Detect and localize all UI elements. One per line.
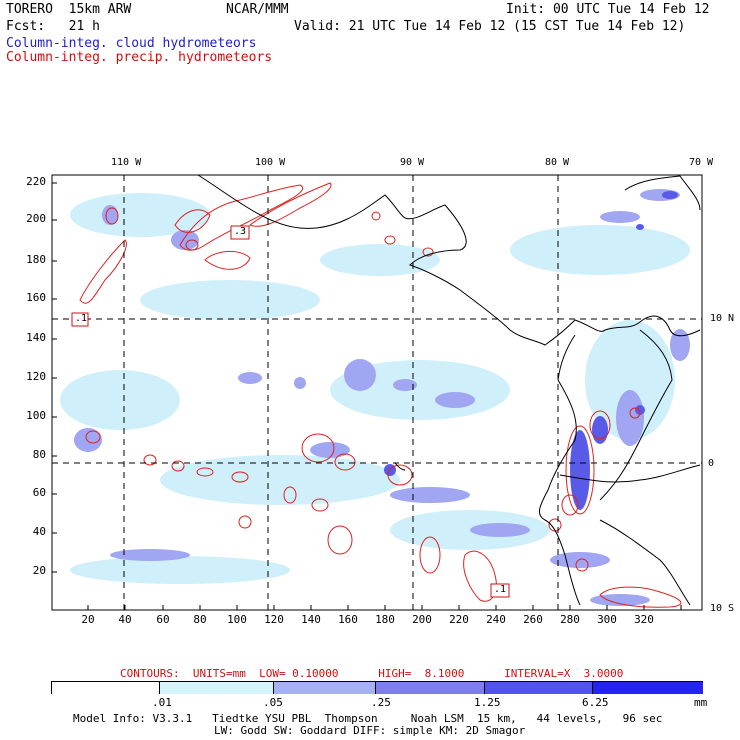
lon-label: 100 W — [255, 157, 286, 168]
y-tick: 20 — [32, 564, 46, 577]
x-tick: 60 — [156, 613, 170, 626]
colorbar — [51, 681, 703, 694]
colorbar-units: mm — [694, 696, 708, 709]
org-label: NCAR/MMM — [226, 2, 289, 17]
y-tick: 120 — [26, 370, 46, 383]
x-tick: 260 — [523, 613, 543, 626]
colorbar-cell — [160, 682, 274, 694]
lat-label: 0 — [708, 458, 715, 469]
colorbar-cell — [376, 682, 485, 694]
colorbar-tick: 6.25 — [582, 696, 609, 709]
model-title: TORERO 15km ARW — [6, 2, 132, 17]
colorbar-tick: .25 — [371, 696, 391, 709]
map-frame — [51, 174, 703, 611]
lat-label: 10 N — [710, 313, 735, 324]
cloud-fill-dark — [384, 191, 678, 510]
init-time: Init: 00 UTC Tue 14 Feb 12 — [506, 2, 710, 17]
lat-label: 10 S — [710, 603, 735, 614]
y-tick: 160 — [26, 291, 46, 304]
contour-label-box — [230, 225, 250, 240]
y-tick: 200 — [26, 212, 46, 225]
y-tick: 180 — [26, 253, 46, 266]
lat-lon-grid — [52, 175, 702, 610]
x-tick: 220 — [449, 613, 469, 626]
y-tick: 80 — [32, 448, 46, 461]
y-tick: 140 — [26, 331, 46, 344]
y-tick: 60 — [32, 486, 46, 499]
colorbar-tick: .05 — [263, 696, 283, 709]
x-tick: 300 — [597, 613, 617, 626]
colorbar-cell — [485, 682, 593, 694]
x-tick: 280 — [560, 613, 580, 626]
x-tick: 40 — [118, 613, 132, 626]
lon-label: 90 W — [400, 157, 425, 168]
colorbar-tick: 1.25 — [474, 696, 501, 709]
contour-info: CONTOURS: UNITS=mm LOW= 0.10000 HIGH= 8.… — [120, 667, 624, 680]
x-tick: 180 — [375, 613, 395, 626]
field-cloud-label: Column-integ. cloud hydrometeors — [6, 36, 257, 51]
contour-label: .3 — [234, 226, 247, 237]
coastline — [197, 174, 701, 606]
colorbar-tick: .01 — [152, 696, 172, 709]
forecast-hour: Fcst: 21 h — [6, 19, 100, 34]
model-info-line1: Model Info: V3.3.1 Tiedtke YSU PBL Thomp… — [73, 712, 663, 725]
contour-label: .1 — [494, 584, 507, 595]
x-tick: 160 — [338, 613, 358, 626]
colorbar-cell — [274, 682, 376, 694]
lon-label: 70 W — [689, 157, 714, 168]
x-tick: 200 — [412, 613, 432, 626]
x-tick: 120 — [264, 613, 284, 626]
colorbar-cell — [52, 682, 160, 694]
cloud-fill-light — [60, 193, 690, 584]
y-tick: 40 — [32, 525, 46, 538]
x-tick: 80 — [193, 613, 207, 626]
x-tick: 320 — [634, 613, 654, 626]
colorbar-cell — [593, 682, 703, 694]
contour-label-box — [490, 583, 510, 598]
y-tick: 100 — [26, 409, 46, 422]
x-tick: 100 — [227, 613, 247, 626]
x-tick: 140 — [301, 613, 321, 626]
x-tick: 20 — [81, 613, 95, 626]
tick-marks — [52, 182, 682, 610]
contour-label-box — [71, 312, 89, 327]
model-info-line2: LW: Godd SW: Goddard DIFF: simple KM: 2D… — [214, 724, 526, 737]
lon-label: 110 W — [111, 157, 142, 168]
x-tick: 240 — [486, 613, 506, 626]
contour-label: .1 — [75, 313, 88, 324]
field-precip-label: Column-integ. precip. hydrometeors — [6, 50, 273, 65]
valid-time: Valid: 21 UTC Tue 14 Feb 12 (15 CST Tue … — [294, 19, 686, 34]
cloud-fill-mid — [74, 189, 690, 606]
lon-label: 80 W — [545, 157, 570, 168]
y-tick: 220 — [26, 175, 46, 188]
